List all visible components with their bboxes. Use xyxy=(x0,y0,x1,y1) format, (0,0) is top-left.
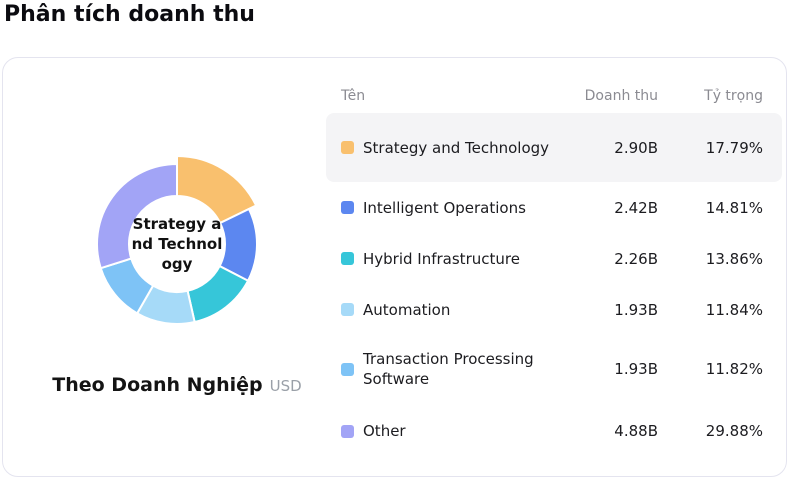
row-share: 29.88% xyxy=(705,422,763,440)
row-name: Automation xyxy=(363,300,451,319)
legend-swatch xyxy=(341,362,354,376)
donut-chart-area: Strategy a nd Technol ogy xyxy=(77,144,277,344)
row-revenue: 2.90B xyxy=(614,138,658,157)
table-body: Strategy and Technology 2.90B 17.79% Int… xyxy=(326,113,782,459)
revenue-analysis-card: Strategy a nd Technol ogy Theo Doanh Nghiệ… xyxy=(2,57,787,477)
row-name: Transaction Processing Software xyxy=(363,350,534,388)
legend-swatch xyxy=(341,201,354,214)
row-name: Intelligent Operations xyxy=(363,198,526,217)
legend-swatch xyxy=(341,424,354,438)
row-revenue: 1.93B xyxy=(614,360,658,378)
table-row-other[interactable]: Other 4.88B 29.88% xyxy=(326,403,782,459)
row-revenue: 2.42B xyxy=(614,198,658,217)
page-title: Phân tích doanh thu xyxy=(4,2,255,27)
row-revenue: 2.26B xyxy=(614,249,658,268)
legend-swatch xyxy=(341,303,354,316)
row-share: 17.79% xyxy=(705,138,763,157)
table-row-transaction-processing-software[interactable]: Transaction Processing Software 1.93B 11… xyxy=(326,335,782,403)
chart-caption-title: Theo Doanh Nghiệp xyxy=(52,374,263,396)
header-revenue: Doanh thu xyxy=(584,88,658,104)
chart-caption-unit: USD xyxy=(269,377,302,395)
row-share: 11.84% xyxy=(705,300,763,319)
table-row-hybrid-infrastructure[interactable]: Hybrid Infrastructure 2.26B 13.86% xyxy=(326,233,782,284)
donut-chart xyxy=(96,154,258,325)
revenue-table: Tên Doanh thu Tỷ trọng Strategy and Tech… xyxy=(326,81,782,459)
row-revenue: 1.93B xyxy=(614,300,658,319)
donut-slice-0[interactable] xyxy=(176,154,258,225)
row-name: Other xyxy=(363,422,406,440)
chart-caption: Theo Doanh Nghiệp USD xyxy=(3,374,351,396)
legend-swatch xyxy=(341,141,354,154)
donut-slice-5[interactable] xyxy=(96,162,178,270)
row-revenue: 4.88B xyxy=(614,422,658,440)
legend-swatch xyxy=(341,252,354,265)
row-name: Hybrid Infrastructure xyxy=(363,249,520,268)
row-share: 13.86% xyxy=(705,249,763,268)
header-share: Tỷ trọng xyxy=(704,88,763,104)
row-share: 14.81% xyxy=(705,198,763,217)
header-name: Tên xyxy=(341,88,366,104)
table-row-automation[interactable]: Automation 1.93B 11.84% xyxy=(326,284,782,335)
table-row-strategy-and-technology[interactable]: Strategy and Technology 2.90B 17.79% xyxy=(326,113,782,182)
table-row-intelligent-operations[interactable]: Intelligent Operations 2.42B 14.81% xyxy=(326,182,782,233)
row-share: 11.82% xyxy=(705,360,763,378)
table-header-row: Tên Doanh thu Tỷ trọng xyxy=(326,81,782,111)
row-name: Strategy and Technology xyxy=(363,138,550,157)
